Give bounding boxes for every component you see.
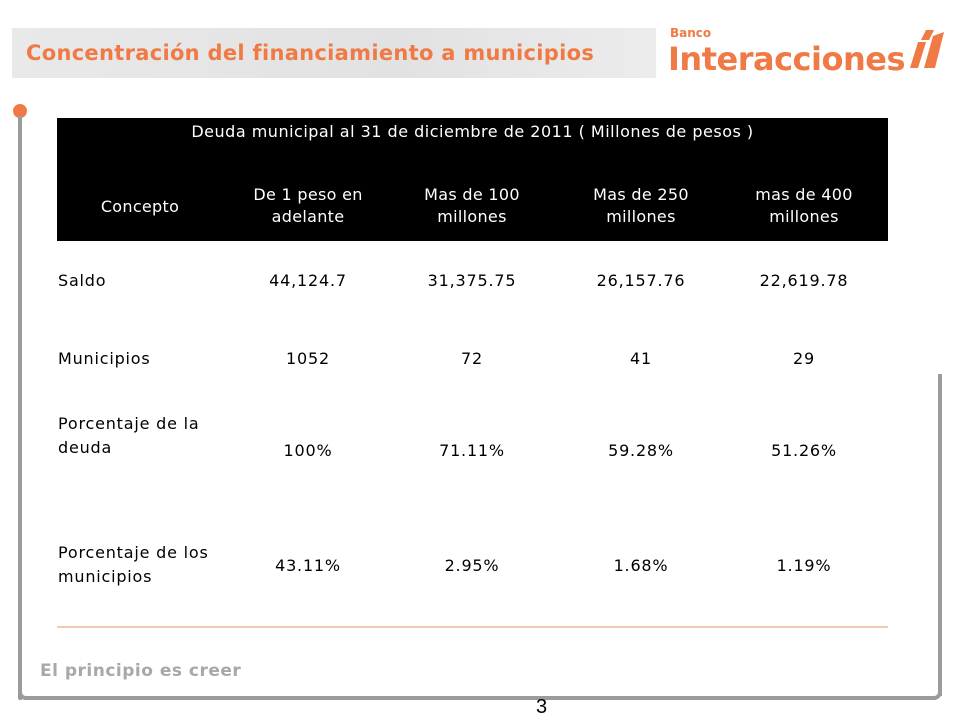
table-header: Deuda municipal al 31 de diciembre de 20…: [57, 118, 888, 241]
table-cell: 43.11%: [275, 556, 341, 575]
header-concepto: Concepto: [100, 197, 180, 216]
table-cell: 71.11%: [439, 441, 505, 460]
table-cell: 59.28%: [608, 441, 674, 460]
slogan: El principio es creer: [40, 661, 242, 681]
frame-dot: [13, 104, 27, 118]
slide-title: Concentración del financiamiento a munic…: [26, 41, 595, 65]
table-cell: 44,124.7: [269, 271, 347, 290]
header-col-4: mas de 400 millones: [755, 185, 853, 226]
table-cell: 72: [461, 349, 483, 368]
frame-left-line: [18, 116, 22, 700]
table-cell: 1.19%: [776, 556, 832, 575]
table-caption: Deuda municipal al 31 de diciembre de 20…: [191, 122, 754, 141]
table-bottom-rule: [57, 626, 888, 628]
table-cell: 31,375.75: [427, 271, 517, 290]
table-cell: 2.95%: [444, 556, 500, 575]
page-number: 3: [536, 696, 548, 718]
row-label-porcentaje-deuda: Porcentaje de la deuda: [58, 414, 200, 457]
frame-right-line: [938, 374, 942, 696]
table-cell: 1052: [286, 349, 330, 368]
header-col-1: De 1 peso en adelante: [253, 185, 363, 226]
row-label-municipios: Municipios: [58, 349, 151, 368]
title-bar: Concentración del financiamiento a munic…: [12, 28, 656, 78]
header-col-2: Mas de 100 millones: [424, 185, 520, 226]
row-label-saldo: Saldo: [58, 271, 107, 290]
table-cell: 100%: [283, 441, 333, 460]
table-cell: 26,157.76: [596, 271, 686, 290]
frame-bottom-line: [18, 692, 942, 700]
table-cell: 51.26%: [771, 441, 837, 460]
table-cell: 41: [630, 349, 652, 368]
logo-big-text: Interacciones: [668, 40, 905, 78]
table-cell: 22,619.78: [759, 271, 849, 290]
header-col-3: Mas de 250 millones: [593, 185, 689, 226]
table-cell: 29: [793, 349, 815, 368]
logo-small-text: Banco: [670, 26, 712, 40]
logo-mark-icon: [910, 30, 944, 68]
row-label-porcentaje-municipios: Porcentaje de los municipios: [58, 543, 209, 586]
table-cell: 1.68%: [613, 556, 669, 575]
bank-logo: Banco Interacciones: [668, 26, 948, 84]
